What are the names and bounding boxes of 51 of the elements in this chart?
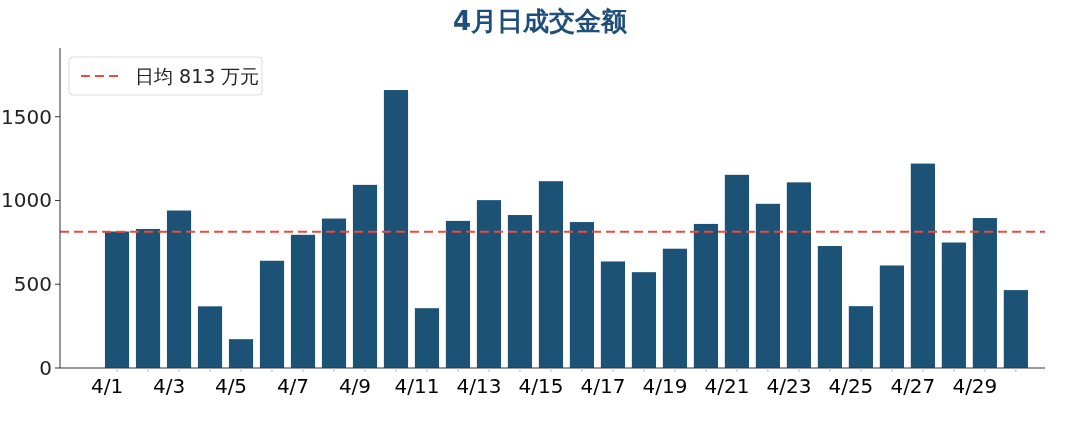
x-tick-label: 4/15: [518, 374, 564, 398]
bar: [693, 223, 719, 368]
y-tick-label: 0: [39, 356, 52, 380]
bar: [1003, 290, 1028, 368]
bar: [662, 248, 688, 368]
bar: [941, 242, 966, 368]
bar: [104, 231, 130, 368]
x-tick-label: 4/23: [766, 374, 812, 398]
bar: [724, 174, 749, 368]
bar: [135, 228, 161, 368]
x-tick-label: 4/3: [152, 374, 186, 398]
bar: [786, 182, 811, 368]
bar: [569, 222, 595, 368]
bar: [817, 246, 842, 368]
bar: [879, 265, 904, 368]
y-tick-label: 1500: [1, 104, 52, 129]
x-tick-label: 4/17: [580, 374, 626, 398]
x-tick-label: 4/7: [276, 374, 310, 398]
bar: [259, 260, 285, 368]
bar: [507, 215, 533, 368]
bar: [538, 181, 564, 368]
bar: [197, 306, 223, 368]
x-tick-label: 4/1: [90, 374, 124, 398]
x-tick-label: 4/19: [642, 374, 688, 398]
x-tick-label: 4/11: [394, 374, 440, 398]
bar: [910, 163, 935, 368]
x-tick-label: 4/27: [890, 374, 936, 398]
bar: [476, 200, 502, 368]
bar: [972, 218, 997, 368]
bar: [352, 184, 378, 368]
legend-label: 日均 813 万元: [135, 64, 260, 87]
x-tick-label: 4/21: [704, 374, 750, 398]
bar: [228, 339, 254, 368]
x-tick-label: 4/13: [456, 374, 502, 398]
y-tick-label: 500: [13, 272, 52, 297]
x-tick-label: 4/5: [214, 374, 248, 398]
x-tick-label: 4/25: [828, 374, 874, 398]
chart-title: 4月日成交金额: [452, 6, 629, 36]
bar: [166, 210, 192, 368]
bar: [383, 90, 409, 368]
bar: [445, 220, 471, 368]
bar: [290, 234, 316, 368]
y-tick-label: 1000: [1, 188, 52, 213]
bar: [414, 308, 440, 368]
bar: [755, 203, 780, 368]
bar: [848, 306, 873, 368]
bar: [321, 218, 347, 368]
bar: [600, 261, 626, 368]
x-tick-label: 4/9: [338, 374, 372, 398]
bar: [631, 272, 657, 368]
x-tick-label: 4/29: [952, 374, 998, 398]
